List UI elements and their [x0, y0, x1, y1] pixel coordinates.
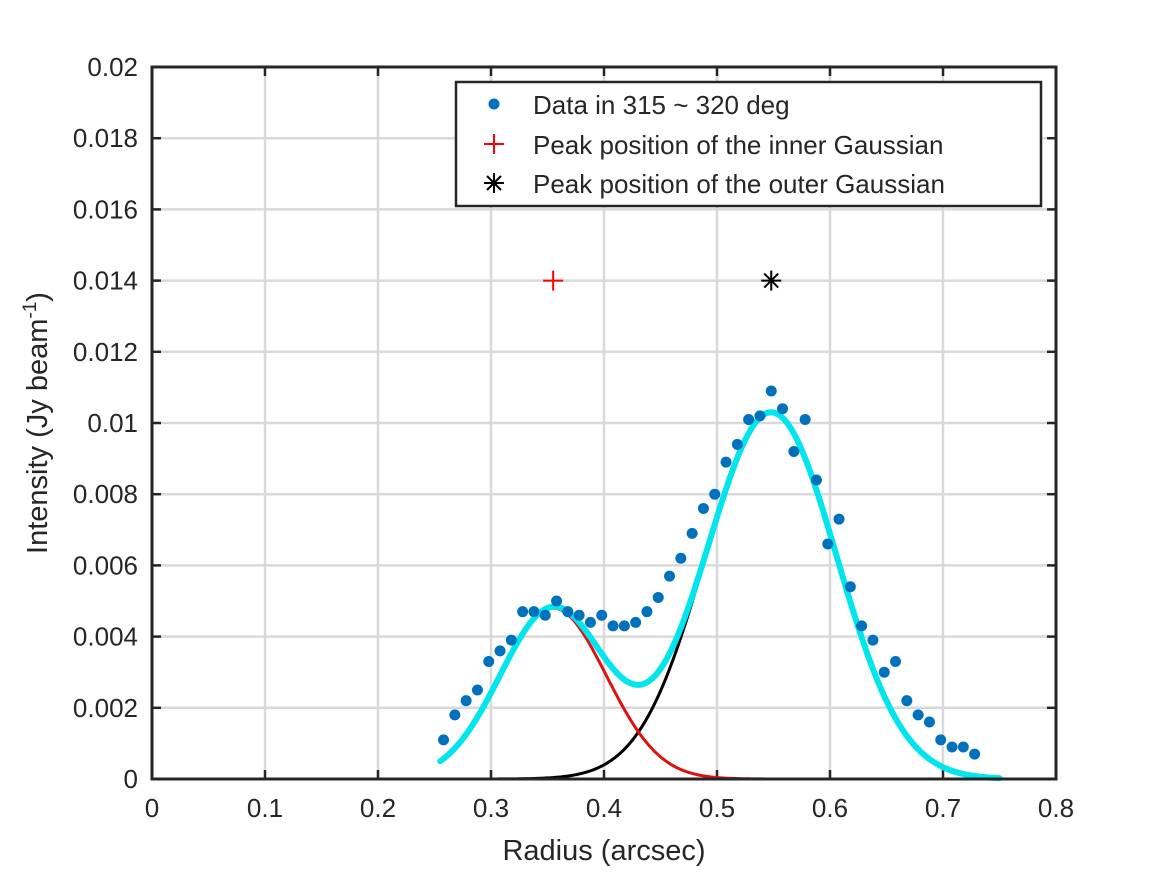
peak-markers: [543, 270, 782, 291]
data-point: [946, 741, 958, 753]
data-point: [483, 656, 495, 668]
data-point: [765, 385, 777, 397]
data-point: [505, 634, 517, 646]
legend-asterisk-marker: [484, 173, 504, 193]
data-point: [822, 538, 834, 550]
y-axis-title: Intensity (Jy beam-1): [20, 292, 54, 554]
x-tick-labels: 0 0.1 0.2 0.3 0.4 0.5 0.6 0.7 0.8: [145, 793, 1074, 823]
data-point: [923, 716, 935, 728]
y-tick-label: 0.016: [73, 194, 138, 224]
inner-peak-marker: [543, 270, 564, 291]
data-point: [969, 748, 981, 760]
data-points: [438, 385, 981, 760]
legend: Data in 315 ~ 320 deg Peak position of t…: [454, 80, 1043, 208]
data-point: [957, 741, 969, 753]
data-point: [607, 620, 619, 632]
y-axis-title-main: Intensity (Jy beam: [22, 319, 54, 554]
data-point: [460, 695, 472, 707]
x-tick-label: 0.8: [1038, 793, 1074, 823]
data-point: [799, 413, 811, 425]
data-point: [641, 606, 653, 618]
data-point: [494, 645, 506, 657]
data-point: [743, 413, 755, 425]
x-tick-label: 0.2: [360, 793, 396, 823]
legend-box: [454, 80, 1043, 208]
data-point: [618, 620, 630, 632]
data-point: [844, 581, 856, 593]
data-point: [652, 591, 664, 603]
y-tick-label: 0.002: [73, 693, 138, 723]
data-point: [539, 609, 551, 621]
y-axis-title-superscript: -1: [20, 302, 41, 319]
legend-label-outer-peak: Peak position of the outer Gaussian: [533, 169, 945, 199]
legend-label-data: Data in 315 ~ 320 deg: [533, 90, 790, 120]
x-tick-label: 0.4: [586, 793, 622, 823]
x-tick-label: 0.3: [473, 793, 509, 823]
x-tick-label: 0.5: [699, 793, 735, 823]
data-point: [754, 410, 766, 422]
legend-dot-marker: [488, 98, 500, 110]
x-tick-label: 0.6: [812, 793, 848, 823]
y-tick-labels: 0 0.002 0.004 0.006 0.008 0.01 0.012 0.014 0.016…: [73, 52, 138, 794]
data-point: [471, 684, 483, 696]
data-point: [697, 502, 709, 514]
data-point: [664, 570, 676, 582]
y-tick-label: 0.018: [73, 123, 138, 153]
data-point: [901, 695, 913, 707]
data-point: [630, 616, 642, 628]
x-tick-label: 0.1: [247, 793, 283, 823]
legend-label-inner-peak: Peak position of the inner Gaussian: [533, 130, 943, 160]
data-point: [562, 606, 574, 618]
y-tick-label: 0.006: [73, 550, 138, 580]
data-point: [573, 609, 585, 621]
axes-box: [150, 65, 1058, 781]
data-point: [596, 609, 608, 621]
y-tick-label: 0.012: [73, 337, 138, 367]
data-point: [777, 403, 789, 415]
data-point: [890, 656, 902, 668]
data-point: [731, 438, 743, 450]
data-point: [449, 709, 461, 721]
data-point: [528, 606, 540, 618]
data-point: [709, 488, 721, 500]
data-point: [810, 474, 822, 486]
outer-peak-marker: [761, 270, 782, 291]
data-point: [935, 734, 947, 746]
data-point: [675, 552, 687, 564]
y-tick-label: 0.02: [87, 52, 138, 82]
data-point: [584, 616, 596, 628]
data-point: [517, 606, 529, 618]
x-tick-label: 0: [145, 793, 159, 823]
total-fit-curve: [437, 409, 1003, 782]
data-point: [551, 595, 563, 607]
y-tick-label: 0.008: [73, 479, 138, 509]
data-point: [856, 620, 868, 632]
x-axis-title: Radius (arcsec): [502, 835, 705, 867]
data-point: [878, 666, 890, 678]
data-point: [833, 513, 845, 525]
data-point: [686, 527, 698, 539]
data-point: [438, 734, 450, 746]
data-point: [720, 456, 732, 468]
outer-peak-marker-d2: [763, 272, 779, 289]
data-point: [788, 445, 800, 457]
data-point: [912, 709, 924, 721]
legend-plus-marker: [484, 134, 504, 154]
data-point: [867, 634, 879, 646]
y-tick-label: 0.004: [73, 622, 138, 652]
y-tick-label: 0.01: [87, 408, 138, 438]
y-tick-label: 0: [124, 764, 138, 794]
y-tick-label: 0.014: [73, 266, 138, 296]
x-tick-label: 0.7: [925, 793, 961, 823]
y-axis-title-close: ): [22, 292, 54, 302]
